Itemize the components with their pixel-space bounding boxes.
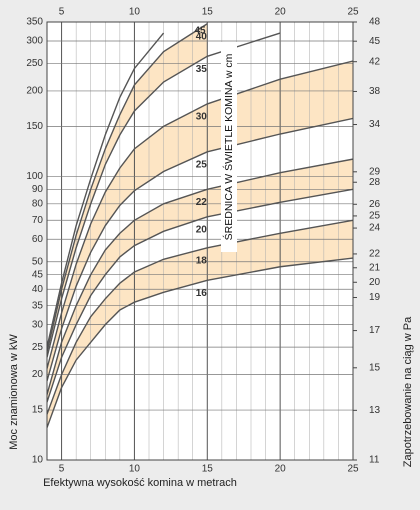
series-label: 25 — [196, 159, 208, 170]
y-tick-label: 150 — [26, 121, 43, 132]
plot-frame — [46, 21, 354, 461]
y-tick-label: 10 — [32, 455, 44, 466]
y2-tick-label: 15 — [369, 362, 381, 373]
y2-tick-label: 11 — [369, 455, 380, 466]
series-label: 40 — [196, 31, 208, 42]
y2-axis-label: Zapotrzebowanie na ciąg w Pa — [402, 316, 414, 467]
series-label: 30 — [196, 112, 208, 123]
y-tick-label: 200 — [26, 86, 43, 97]
band — [47, 23, 208, 358]
series-label: 16 — [196, 288, 208, 299]
y-tick-label: 80 — [32, 198, 44, 209]
y-tick-label: 20 — [32, 369, 44, 380]
y-tick-label: 250 — [26, 58, 43, 69]
band — [47, 159, 353, 403]
y2-tick-label: 25 — [369, 211, 381, 222]
y-tick-label: 300 — [26, 36, 43, 47]
annotation-box — [221, 42, 237, 252]
curve — [47, 23, 208, 353]
y2-tick-label: 26 — [369, 199, 381, 210]
series-label: 20 — [196, 224, 208, 235]
series-label: 45 — [194, 26, 206, 37]
y2-tick-label: 22 — [369, 249, 381, 260]
curve — [47, 32, 281, 358]
y2-tick-label: 28 — [369, 177, 381, 188]
y-tick-label: 45 — [32, 269, 44, 280]
y-tick-label: 15 — [32, 405, 44, 416]
y-tick-label: 100 — [26, 171, 43, 182]
y-tick-label: 40 — [32, 284, 44, 295]
x-tick-label-top: 20 — [275, 7, 287, 18]
y2-tick-label: 13 — [369, 405, 381, 416]
y-tick-label: 350 — [26, 17, 43, 28]
y-tick-label: 90 — [32, 184, 44, 195]
x-tick-label-top: 10 — [129, 7, 141, 18]
x-tick-label-top: 15 — [202, 7, 214, 18]
y2-tick-label: 48 — [369, 17, 381, 28]
y-tick-label: 70 — [32, 215, 44, 226]
x-tick-label: 15 — [202, 464, 214, 475]
y2-tick-label: 24 — [369, 223, 381, 234]
y-tick-label: 50 — [32, 256, 44, 267]
y2-tick-label: 21 — [369, 262, 381, 273]
series-label: 18 — [196, 255, 208, 266]
annotation: ŚREDNICA W ŚWIETLE KOMINA w cm — [222, 53, 235, 240]
y2-tick-label: 20 — [369, 277, 381, 288]
x-tick-label-top: 25 — [347, 7, 359, 18]
y-tick-label: 25 — [32, 342, 44, 353]
y2-tick-label: 29 — [369, 166, 381, 177]
y2-tick-label: 38 — [369, 86, 381, 97]
y-tick-label: 60 — [32, 234, 44, 245]
y2-tick-label: 42 — [369, 56, 381, 67]
x-tick-label: 20 — [275, 464, 287, 475]
y-tick-label: 30 — [32, 319, 44, 330]
curve — [47, 32, 165, 348]
y2-tick-label: 17 — [369, 325, 381, 336]
x-tick-label-top: 5 — [59, 7, 65, 18]
x-tick-label: 10 — [129, 464, 141, 475]
y2-tick-label: 45 — [369, 36, 381, 47]
y-tick-label: 35 — [32, 300, 44, 311]
x-tick-label: 25 — [347, 464, 359, 475]
curve — [47, 257, 353, 428]
x-tick-label: 5 — [59, 464, 65, 475]
y2-tick-label: 19 — [369, 292, 381, 303]
x-axis-label: Efektywna wysokość komina w metrach — [43, 477, 237, 489]
series-label: 22 — [196, 197, 208, 208]
y-axis-label: Moc znamionowa w kW — [8, 334, 20, 450]
series-label: 35 — [196, 64, 208, 75]
y2-tick-label: 34 — [369, 119, 381, 130]
